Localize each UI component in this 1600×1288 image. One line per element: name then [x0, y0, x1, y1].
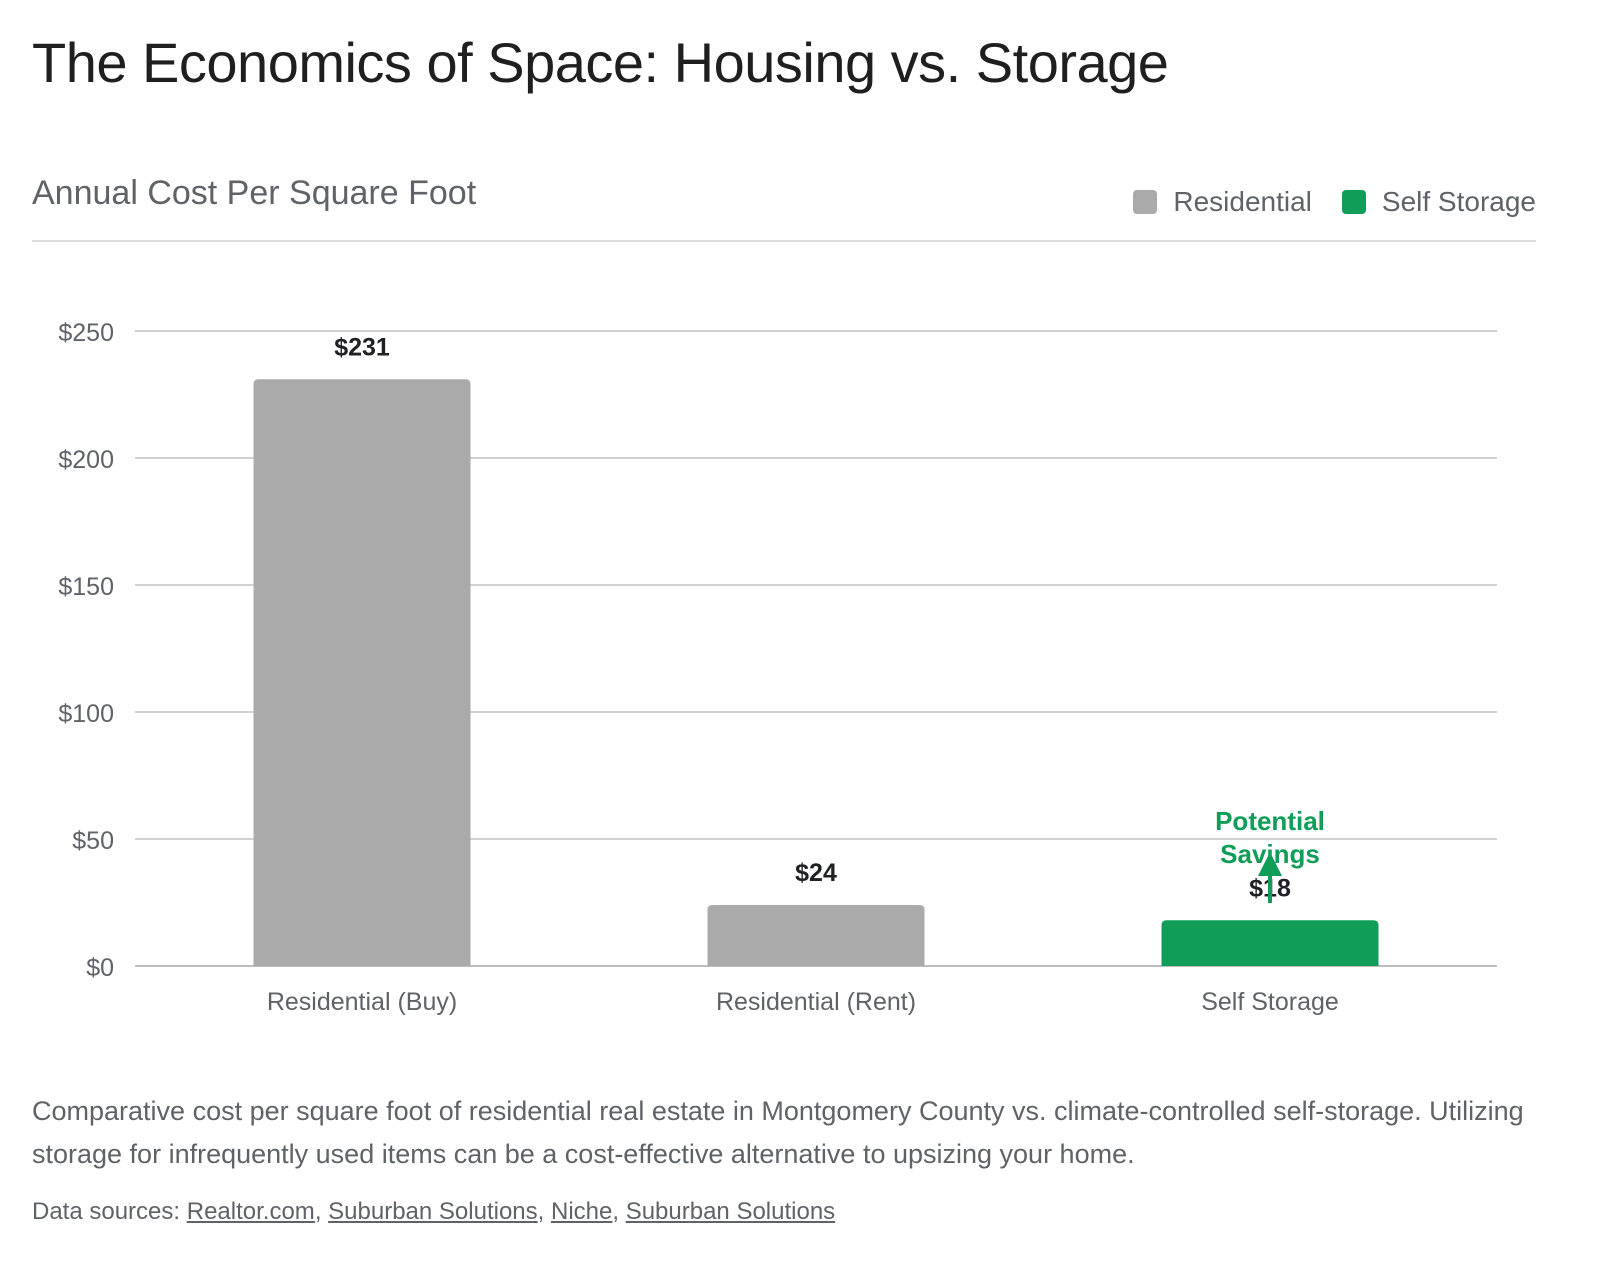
source-link-suburban-solutions-2[interactable]: Suburban Solutions — [625, 1198, 836, 1225]
chart-caption: Comparative cost per square foot of resi… — [32, 1096, 1524, 1169]
bar-value-label: $231 — [334, 333, 390, 361]
header-divider — [32, 240, 1536, 242]
bar — [707, 905, 925, 966]
y-tick-label: $0 — [86, 954, 114, 982]
savings-arrow-icon — [1258, 852, 1282, 876]
legend-swatch-residential — [1133, 190, 1158, 214]
legend: Residential Self Storage — [1133, 186, 1536, 218]
bar — [253, 379, 471, 966]
x-tick-label: Residential (Buy) — [267, 988, 457, 1016]
legend-label-self-storage: Self Storage — [1381, 186, 1536, 217]
sources-label: Data sources: — [32, 1198, 181, 1225]
savings-annotation-text: Potential — [1215, 806, 1325, 836]
legend-item-residential: Residential — [1133, 186, 1312, 218]
x-tick-label: Residential (Rent) — [716, 988, 916, 1016]
savings-annotation-text: Savings — [1220, 839, 1320, 869]
legend-swatch-self-storage — [1341, 190, 1366, 214]
chart-subtitle: Annual Cost Per Square Foot — [32, 174, 477, 212]
x-tick-label: Self Storage — [1201, 988, 1339, 1016]
source-link-suburban-solutions[interactable]: Suburban Solutions — [328, 1198, 538, 1225]
y-tick-label: $100 — [58, 700, 114, 728]
y-tick-label: $200 — [58, 446, 114, 474]
y-tick-label: $150 — [58, 573, 114, 601]
bar — [1161, 920, 1379, 966]
page-title: The Economics of Space: Housing vs. Stor… — [32, 31, 1169, 94]
data-sources: Data sources: Realtor.com, Suburban Solu… — [32, 1198, 836, 1225]
source-link-realtor[interactable]: Realtor.com — [186, 1198, 315, 1225]
y-tick-label: $50 — [72, 827, 114, 855]
y-tick-label: $250 — [58, 319, 114, 347]
source-link-niche[interactable]: Niche — [550, 1198, 613, 1225]
legend-item-self-storage: Self Storage — [1341, 186, 1536, 218]
bar-chart: $0 $50 $100 $150 $200 $250 $231 Residential (Bu… — [58, 319, 1497, 1016]
bar-value-label: $24 — [795, 859, 837, 887]
legend-label-residential: Residential — [1173, 186, 1312, 217]
